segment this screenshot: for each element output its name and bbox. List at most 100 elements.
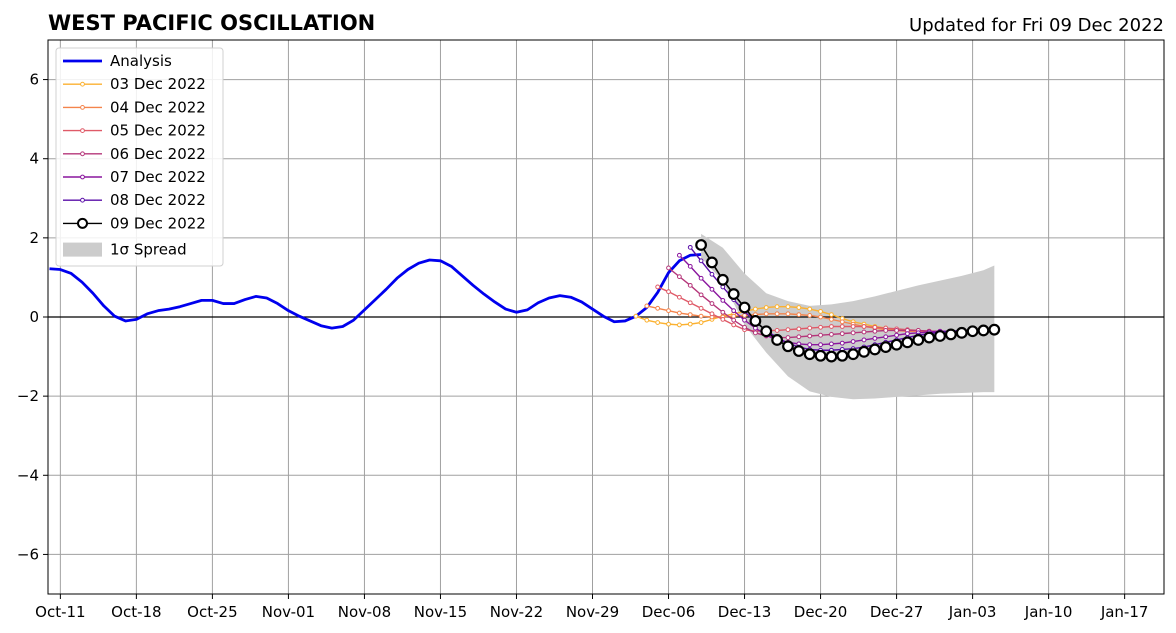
data-point [687,263,693,269]
chart-subtitle: Updated for Fri 09 Dec 2022 [909,15,1164,36]
data-point [706,256,718,269]
series-line [668,267,962,339]
data-point [803,348,816,361]
data-point [676,252,682,258]
legend-marker [80,81,85,87]
legend: Analysis 03 Dec 2022 04 Dec 2022 05 Dec 202… [55,47,224,267]
data-point [785,311,791,317]
data-point [731,322,737,328]
legend-item-08-dec-2022: 08 Dec 2022 [63,191,206,209]
data-point [698,313,704,319]
data-point [687,321,693,327]
data-point [829,341,834,347]
x-tick-label: Nov-08 [338,603,391,621]
data-point [883,334,889,340]
data-point [807,325,813,331]
data-point [905,331,910,337]
data-point [858,345,870,358]
data-point [829,332,834,337]
data-point [872,335,878,341]
data-point [749,315,762,327]
data-point [763,311,769,317]
x-tick-label: Nov-29 [566,603,619,621]
data-point [731,308,737,314]
legend-marker [80,151,85,157]
data-point [977,324,990,337]
data-point [796,305,802,310]
legend-item-analysis: Analysis [63,52,172,70]
data-point [782,340,794,353]
data-point [839,324,845,329]
data-point [716,273,729,286]
x-tick-label: Nov-01 [262,603,315,621]
series-analysis [49,253,702,330]
data-point [807,306,813,312]
data-point [771,334,784,346]
x-tick-label: Dec-20 [794,603,848,621]
data-point [883,328,889,333]
y-tick-label: −2 [17,387,39,405]
legend-marker [80,105,85,110]
data-point [879,341,892,353]
x-tick-label: Oct-18 [111,603,161,621]
data-point [818,314,823,320]
legend-marker [80,197,85,203]
data-point [644,303,650,309]
legend-label: 1σ Spread [110,241,187,259]
data-point [753,306,758,312]
data-point [850,330,856,336]
data-point [731,317,737,323]
data-point [742,324,747,330]
data-point [687,300,693,306]
legend-label: 07 Dec 2022 [110,168,206,186]
data-point [666,265,671,271]
data-point [807,313,813,318]
data-point [720,316,726,322]
x-tick-label: Dec-27 [870,603,924,621]
legend-marker [77,217,88,229]
data-point [687,312,693,318]
data-point [655,284,661,290]
data-point [872,328,878,334]
y-tick-label: −4 [17,466,39,484]
data-point [868,343,881,356]
legend-label: 04 Dec 2022 [110,98,206,116]
data-point [760,325,773,338]
data-point [807,342,813,348]
legend-marker [80,128,85,134]
data-point [687,244,693,250]
x-tick-label: Nov-22 [490,603,543,621]
data-point [850,324,856,329]
data-point [825,350,838,363]
legend-item-05-dec-2022: 05 Dec 2022 [63,122,206,140]
data-point [847,348,860,361]
data-point [709,271,715,277]
data-point [785,327,791,333]
legend-label: 09 Dec 2022 [110,214,206,232]
data-point [944,328,957,341]
data-point [785,304,791,310]
series-line [657,286,951,333]
data-point [698,275,704,281]
data-point [687,282,693,288]
data-point [796,334,802,340]
data-point [829,316,834,322]
chart-title: WEST PACIFIC OSCILLATION [48,11,375,35]
data-point [912,334,925,346]
data-point [839,340,845,346]
data-point [738,301,751,314]
data-point [850,339,856,344]
data-point [633,313,639,319]
legend-label: 05 Dec 2022 [110,122,206,140]
data-point [774,311,780,317]
data-point [818,309,823,314]
data-point [796,312,802,318]
data-point [695,239,707,251]
data-point [818,332,823,338]
data-point [666,321,671,327]
x-tick-label: Oct-11 [35,603,85,621]
data-point [676,274,682,280]
data-point [955,326,968,339]
data-point [742,313,747,318]
legend-item-06-dec-2022: 06 Dec 2022 [63,145,206,163]
